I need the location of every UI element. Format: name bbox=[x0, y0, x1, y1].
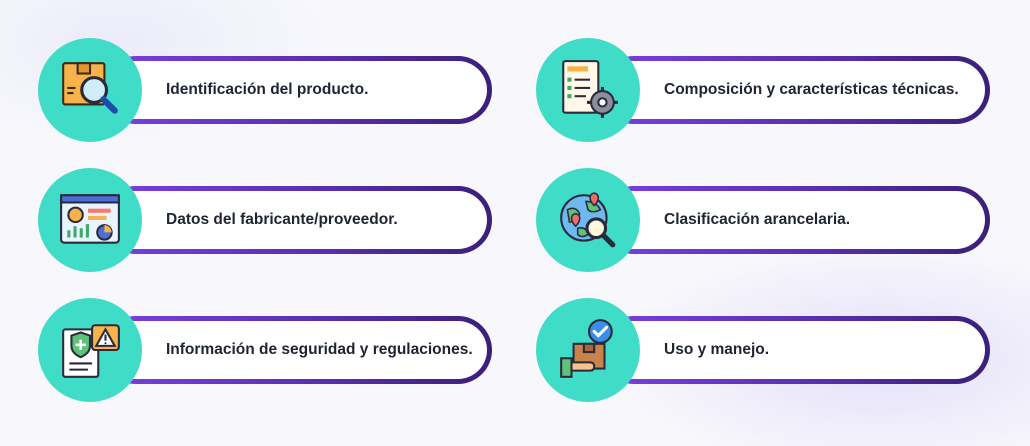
pill-frame bbox=[102, 316, 492, 384]
icon-circle bbox=[536, 298, 640, 402]
icon-circle bbox=[38, 168, 142, 272]
globe-search-icon bbox=[560, 192, 616, 248]
card-tariff-classification: Clasificación arancelaria. bbox=[536, 168, 994, 272]
item-label: Uso y manejo. bbox=[664, 341, 770, 358]
dashboard-profile-icon bbox=[60, 194, 120, 244]
box-magnifier-icon bbox=[62, 62, 118, 114]
item-label: Datos del fabricante/proveedor. bbox=[166, 211, 398, 228]
icon-circle bbox=[38, 298, 142, 402]
card-product-identification: Identificación del producto. bbox=[38, 38, 496, 142]
pill-frame bbox=[600, 56, 990, 124]
document-gear-icon bbox=[562, 60, 618, 118]
item-label: Composición y características técnicas. bbox=[664, 81, 959, 98]
pill-frame bbox=[600, 186, 990, 254]
icon-circle bbox=[536, 38, 640, 142]
pill-frame bbox=[600, 316, 990, 384]
item-label: Información de seguridad y regulaciones. bbox=[166, 341, 473, 358]
card-manufacturer-data: Datos del fabricante/proveedor. bbox=[38, 168, 496, 272]
shield-warning-document-icon bbox=[62, 324, 120, 378]
pill-frame bbox=[102, 56, 492, 124]
card-use-handling: Uso y manejo. bbox=[536, 298, 994, 402]
card-safety-regulations: Información de seguridad y regulaciones. bbox=[38, 298, 496, 402]
pill-frame bbox=[102, 186, 492, 254]
card-technical-composition: Composición y características técnicas. bbox=[536, 38, 994, 142]
icon-circle bbox=[38, 38, 142, 142]
icon-circle bbox=[536, 168, 640, 272]
item-label: Identificación del producto. bbox=[166, 81, 369, 98]
hand-box-check-icon bbox=[560, 319, 613, 378]
item-label: Clasificación arancelaria. bbox=[664, 211, 851, 228]
